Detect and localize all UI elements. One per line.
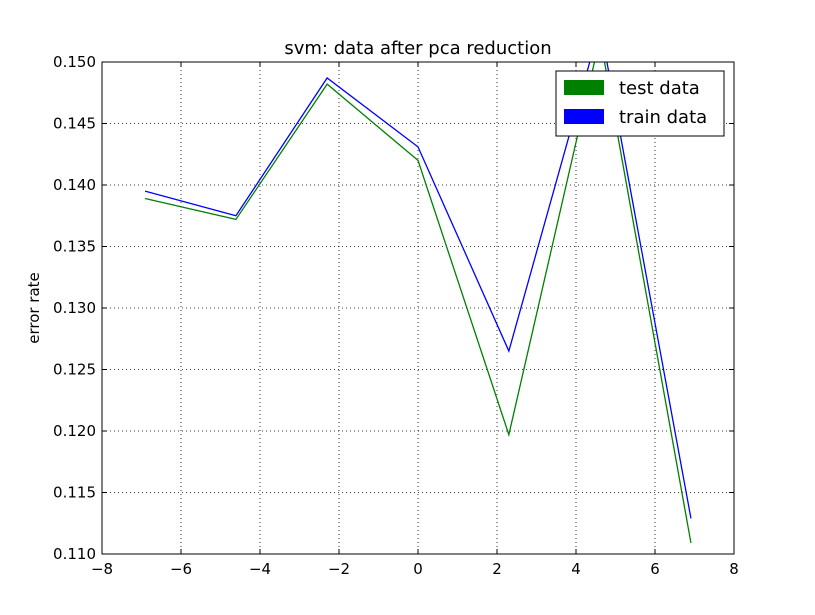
x-tick-label: −4 [249, 560, 271, 578]
series-line-train-data [144, 62, 692, 519]
chart-title: svm: data after pca reduction [284, 38, 551, 59]
grid-lines [102, 62, 734, 554]
series-line-test-data [144, 62, 692, 544]
x-tick-label: −2 [328, 560, 350, 578]
y-tick-label: 0.120 [53, 422, 96, 440]
x-tick-label: 4 [571, 560, 581, 578]
x-tick-label: 2 [492, 560, 502, 578]
series-layer [144, 62, 692, 544]
x-tick-label: 0 [413, 560, 423, 578]
x-tick-label: 8 [729, 560, 739, 578]
y-tick-label: 0.125 [53, 361, 96, 379]
y-tick-label: 0.130 [53, 299, 96, 317]
axis-ticks: −8 −6 −4 −2 0 2 4 6 8 0.110 0.115 0.120 0.125 0.130 0.… [53, 53, 739, 578]
y-tick-label: 0.135 [53, 238, 96, 256]
legend: test data train data [555, 70, 725, 137]
x-tick-label: 6 [650, 560, 660, 578]
legend-label: train data [619, 107, 707, 128]
legend-label: test data [619, 78, 700, 99]
legend-swatch [564, 109, 604, 124]
y-tick-label: 0.150 [53, 53, 96, 71]
y-axis-label: error rate [25, 272, 43, 344]
x-tick-label: −6 [170, 560, 192, 578]
legend-swatch [564, 80, 604, 95]
y-tick-label: 0.115 [53, 484, 96, 502]
y-tick-label: 0.145 [53, 115, 96, 133]
y-tick-label: 0.140 [53, 176, 96, 194]
y-tick-label: 0.110 [53, 545, 96, 563]
x-tick-label: −8 [91, 560, 113, 578]
